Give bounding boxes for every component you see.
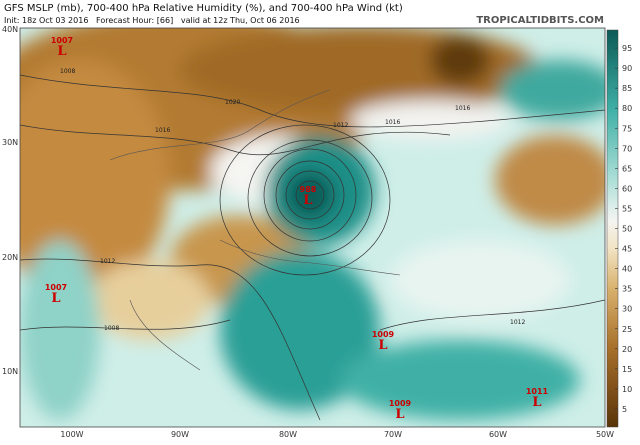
low-pressure-value: 1007 <box>45 283 67 292</box>
colorbar-tick-label: 60 <box>622 184 632 193</box>
low-symbol: L <box>378 338 387 353</box>
latitude-label: 30N <box>2 138 18 147</box>
colorbar-tick-label: 65 <box>622 164 632 173</box>
subtitle: Init: 18z Oct 03 2016 Forecast Hour: [66… <box>4 16 300 25</box>
longitude-label: 50W <box>596 430 614 439</box>
isobar-label: 1020 <box>225 99 240 106</box>
low-symbol: L <box>303 193 312 208</box>
latitude-label: 40N <box>2 25 18 34</box>
colorbar-tick-label: 70 <box>622 144 632 153</box>
longitude-label: 70W <box>384 430 402 439</box>
isobar-label: 1016 <box>455 105 470 112</box>
colorbar-tick-label: 25 <box>622 325 632 334</box>
colorbar-tick-label: 55 <box>622 204 632 213</box>
longitude-label: 80W <box>279 430 297 439</box>
colorbar-tick-label: 10 <box>622 385 632 394</box>
map-frame <box>19 27 606 428</box>
longitude-label: 60W <box>489 430 507 439</box>
longitude-label: 100W <box>60 430 83 439</box>
colorbar-tick-label: 80 <box>622 104 632 113</box>
isobar-label: 1012 <box>100 258 115 265</box>
low-symbol: L <box>51 291 60 306</box>
low-symbol: L <box>57 44 66 59</box>
colorbar-tick-label: 40 <box>622 265 632 274</box>
site-label: TROPICALTIDBITS.COM <box>476 15 604 26</box>
colorbar-tick-label: 30 <box>622 305 632 314</box>
colorbar-tick-label: 45 <box>622 245 632 254</box>
isobar-label: 1008 <box>60 68 75 75</box>
low-symbol: L <box>395 407 404 422</box>
low-pressure-value: 1007 <box>51 36 73 45</box>
colorbar-tick-label: 75 <box>622 124 632 133</box>
title: GFS MSLP (mb), 700-400 hPa Relative Humi… <box>4 3 403 14</box>
low-pressure-value: 1011 <box>526 387 549 396</box>
colorbar-tick-label: 35 <box>622 285 632 294</box>
colorbar-tick-label: 90 <box>622 64 632 73</box>
latitude-label: 20N <box>2 253 18 262</box>
low-pressure-value: 1009 <box>389 399 412 408</box>
isobar-label: 1012 <box>333 122 348 129</box>
colorbar-tick-label: 20 <box>622 345 632 354</box>
colorbar-tick-label: 50 <box>622 225 632 234</box>
colorbar-tick-label: 85 <box>622 84 632 93</box>
colorbar-tick-label: 15 <box>622 365 632 374</box>
isobar-label: 1008 <box>104 325 119 332</box>
longitude-label: 90W <box>171 430 189 439</box>
isobar-label: 1016 <box>155 127 170 134</box>
map-field <box>20 28 605 427</box>
latitude-label: 10N <box>2 367 18 376</box>
isobar-label: 1016 <box>385 119 400 126</box>
low-pressure-value: 1009 <box>372 330 395 339</box>
colorbar-tick-label: 5 <box>622 405 627 414</box>
isobar-label: 1012 <box>510 319 525 326</box>
low-symbol: L <box>532 395 541 410</box>
colorbar-tick-label: 95 <box>622 44 632 53</box>
low-pressure-value: 988 <box>300 185 317 194</box>
